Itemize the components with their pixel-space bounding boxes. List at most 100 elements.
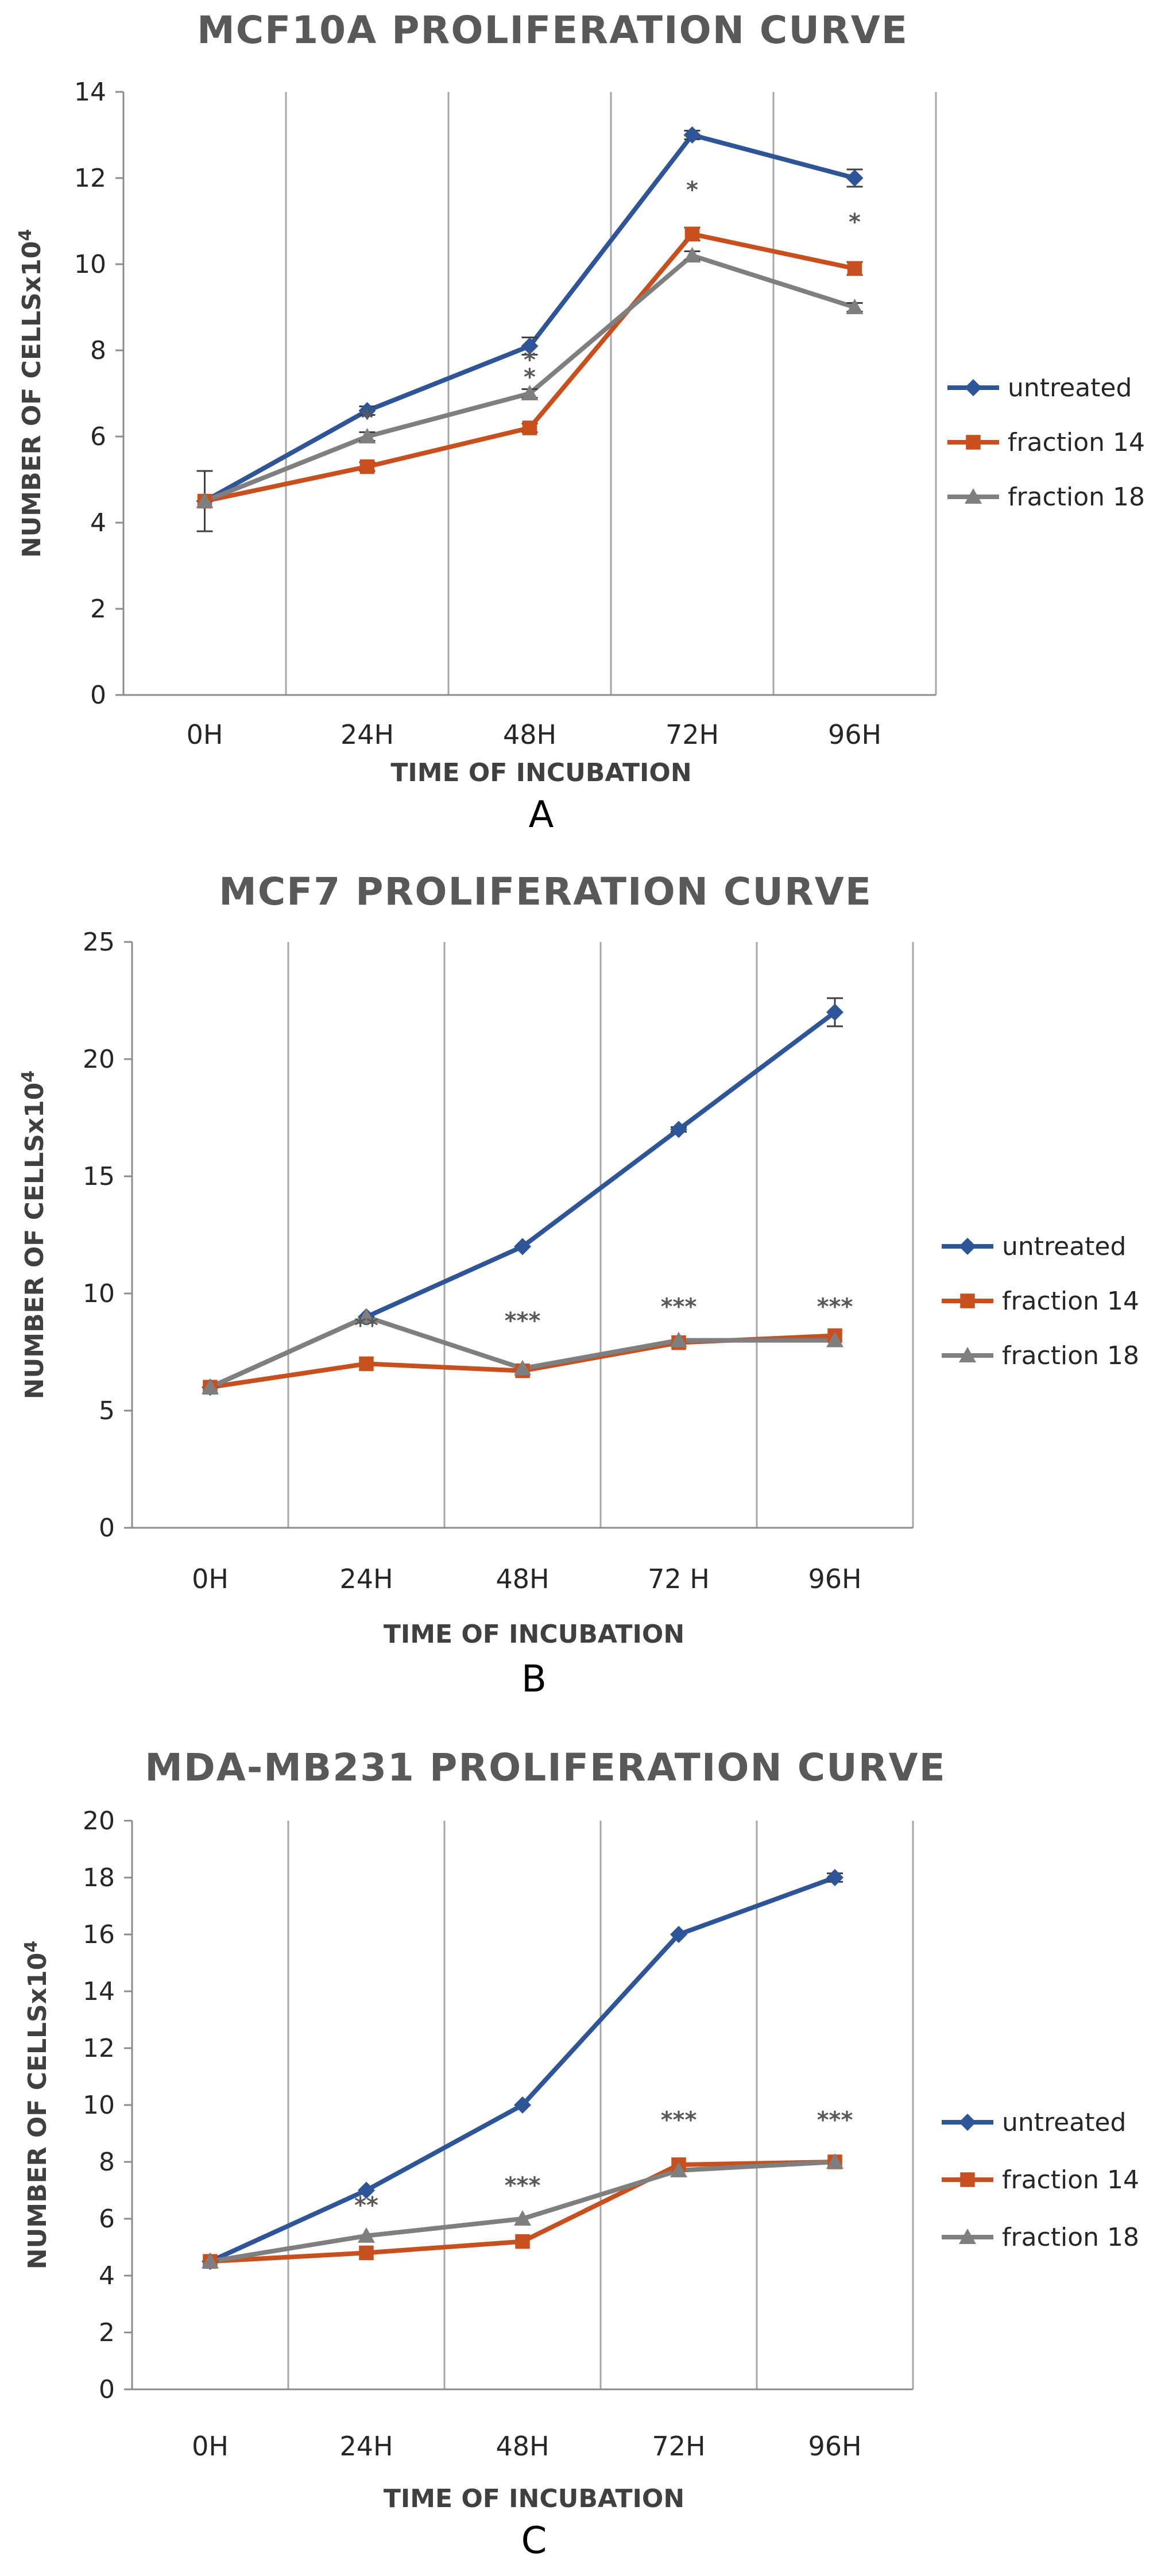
x-tick-label: 24H: [339, 2431, 393, 2462]
data-point-fraction-14: [847, 261, 862, 276]
y-tick-label: 14: [74, 78, 106, 107]
legend-marker: [960, 1293, 975, 1308]
y-axis-title: NUMBER OF CELLSx104: [18, 1071, 49, 1400]
y-tick-label: 0: [99, 1513, 115, 1543]
y-tick-label: 6: [90, 422, 106, 451]
legend-label: fraction 18: [1008, 482, 1145, 512]
y-tick-label: 20: [83, 1045, 115, 1074]
legend-marker: [965, 488, 982, 504]
data-point-untreated: [683, 126, 701, 144]
legend-label: fraction 14: [1002, 2165, 1139, 2195]
data-point-fraction-18: [196, 492, 214, 508]
x-tick-label: 48H: [496, 1563, 549, 1594]
significance-marker: **: [354, 1312, 378, 1339]
y-tick-label: 8: [99, 2148, 115, 2177]
x-tick-label: 72H: [652, 2431, 705, 2462]
chart-title: MCF10A PROLIFERATION CURVE: [197, 8, 908, 52]
y-tick-label: 6: [99, 2204, 115, 2234]
data-point-fraction-14: [522, 420, 537, 435]
significance-marker: *: [686, 177, 698, 203]
y-tick-label: 2: [90, 594, 106, 624]
legend-label: fraction 14: [1002, 1287, 1139, 1316]
data-point-untreated: [670, 1926, 687, 1943]
x-tick-label: 0H: [187, 719, 223, 750]
significance-marker: ***: [661, 1294, 697, 1320]
y-tick-label: 0: [90, 681, 106, 710]
x-tick-label: 24H: [340, 719, 394, 750]
x-tick-label: 24H: [339, 1563, 393, 1594]
y-tick-label: 4: [99, 2261, 115, 2291]
chart-b: MCF7 PROLIFERATION CURVE 0 5 10 15 20 25 0H 24H 4…: [18, 870, 1139, 1701]
significance-marker: *: [361, 405, 373, 431]
data-point-fraction-18: [514, 1360, 531, 1376]
legend-label: untreated: [1008, 373, 1132, 403]
y-tick-label: 12: [83, 2034, 115, 2063]
legend-label: fraction 14: [1008, 428, 1145, 457]
legend-label: fraction 18: [1002, 1341, 1139, 1370]
x-tick-label: 0H: [192, 2431, 229, 2462]
panel-label: B: [521, 1658, 547, 1701]
significance-marker: ***: [817, 1294, 853, 1320]
significance-marker: ***: [505, 2172, 541, 2199]
data-point-fraction-18: [826, 1331, 843, 1347]
y-axis-title: NUMBER OF CELLSx104: [16, 229, 47, 558]
significance-marker: **: [354, 2192, 378, 2219]
data-point-fraction-18: [358, 428, 376, 443]
y-tick-label: 2: [99, 2318, 115, 2347]
x-tick-label: 72H: [665, 719, 719, 750]
y-tick-label: 12: [74, 164, 106, 193]
data-point-fraction-18: [670, 2161, 687, 2177]
x-tick-label: 96H: [828, 719, 881, 750]
chart-title: MCF7 PROLIFERATION CURVE: [219, 870, 872, 914]
series-line-untreated: [203, 133, 856, 503]
significance-marker: ***: [817, 2107, 853, 2134]
y-tick-label: 16: [83, 1920, 115, 1949]
legend-marker: [959, 1347, 976, 1362]
y-axis-title: NUMBER OF CELLSx104: [21, 1941, 52, 2270]
data-point-fraction-14: [359, 459, 375, 474]
data-point-untreated: [514, 1238, 531, 1256]
data-point-fraction-18: [846, 299, 864, 314]
data-point-fraction-18: [826, 2153, 843, 2169]
data-point-untreated: [521, 337, 539, 355]
data-point-fraction-18: [670, 1331, 687, 1347]
data-point-fraction-14: [359, 2245, 374, 2261]
x-tick-label: 48H: [503, 719, 556, 750]
data-point-fraction-18: [521, 385, 539, 400]
legend-marker: [960, 2172, 975, 2187]
significance-marker: ***: [661, 2107, 697, 2134]
data-point-untreated: [358, 402, 376, 419]
y-tick-label: 20: [83, 1806, 115, 1836]
data-point-untreated: [846, 169, 864, 187]
chart-a: MCF10A PROLIFERATION CURVE 0 2 4 6 8 10 12 14 0H 2…: [16, 8, 1145, 836]
y-tick-label: 5: [99, 1396, 115, 1426]
x-tick-label: 96H: [808, 2431, 861, 2462]
data-point-fraction-18: [202, 1378, 219, 1395]
panel-label: A: [529, 794, 554, 836]
x-tick-label: 72 H: [648, 1563, 710, 1594]
data-point-fraction-18: [202, 2253, 219, 2269]
chart-c: MDA-MB231 PROLIFERATION CURVE 0 2 4 6 8 10 12 14…: [21, 1745, 1139, 2562]
y-tick-label: 8: [90, 336, 106, 365]
x-tick-label: 48H: [496, 2431, 549, 2462]
y-tick-label: 4: [90, 508, 106, 538]
y-tick-label: 18: [83, 1863, 115, 1893]
y-tick-label: 10: [83, 2091, 115, 2120]
significance-marker: *: [524, 347, 536, 373]
legend-marker: [959, 2114, 976, 2131]
x-axis-title: TIME OF INCUBATION: [390, 758, 691, 787]
data-point-untreated: [670, 1121, 687, 1138]
significance-marker: ***: [505, 1308, 541, 1334]
data-point-untreated: [826, 1869, 843, 1886]
data-point-untreated: [514, 2096, 531, 2114]
legend-marker: [959, 1238, 976, 1255]
legend-marker: [959, 2229, 976, 2244]
data-point-fraction-14: [684, 226, 700, 242]
series-line-untreated: [209, 1875, 836, 2264]
y-tick-label: 15: [83, 1162, 115, 1191]
data-point-fraction-18: [514, 2210, 531, 2226]
legend-marker: [966, 435, 981, 450]
data-point-fraction-18: [683, 247, 701, 262]
